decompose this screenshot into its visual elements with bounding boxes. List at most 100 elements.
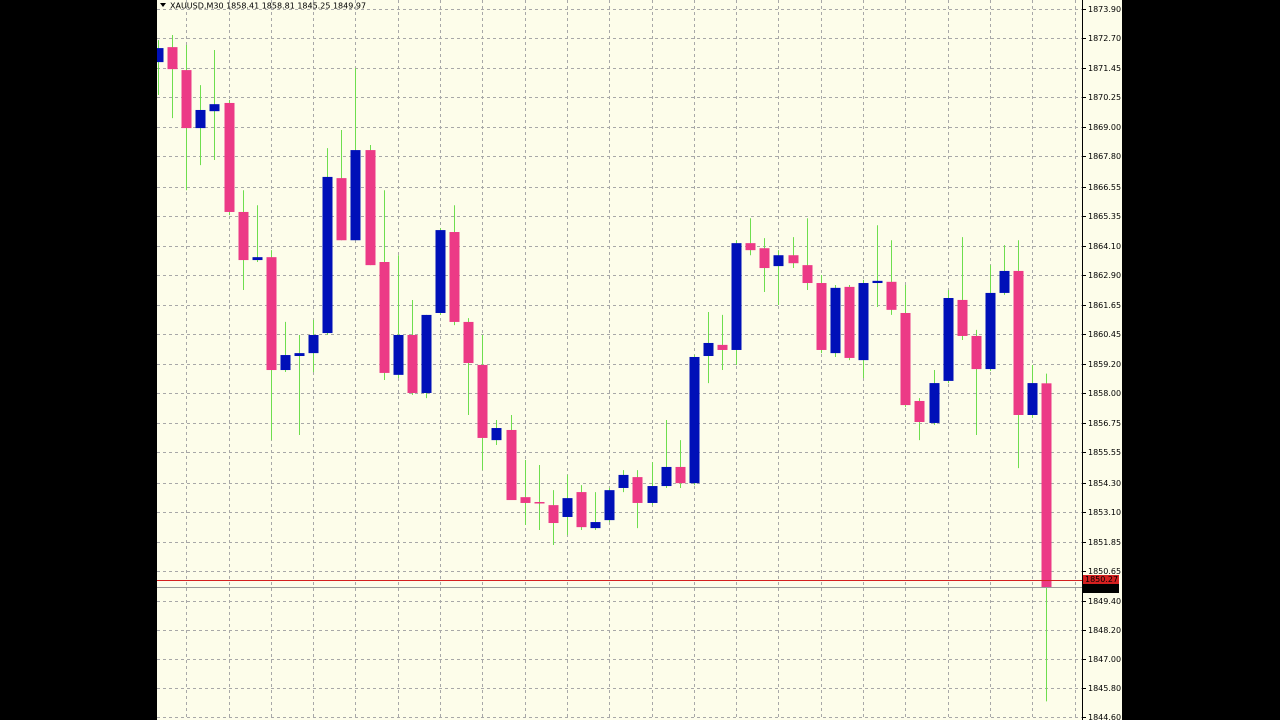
candle-body [689, 356, 700, 484]
candle-body [435, 230, 446, 313]
candle-body [350, 150, 361, 241]
candle-body [224, 102, 235, 212]
candle-body [393, 334, 404, 375]
candle-body [308, 334, 319, 354]
candle-body [590, 522, 601, 529]
candle-body [957, 299, 968, 336]
candle-body [238, 211, 249, 261]
candle-body [280, 355, 291, 371]
candle-body [322, 176, 333, 334]
candle-body [872, 280, 883, 284]
y-tick-label: 1853.10 [1088, 508, 1121, 517]
candle-body [477, 364, 488, 438]
price-label-box [1083, 575, 1119, 584]
y-tick-label: 1861.65 [1088, 301, 1121, 310]
candles [157, 35, 1082, 702]
candle-body [294, 353, 305, 357]
candle-body [830, 287, 841, 354]
candle-body [1013, 270, 1024, 415]
candle-body [1027, 383, 1038, 415]
candle-body [576, 492, 587, 528]
candle-body [252, 257, 263, 261]
candle-body [604, 490, 615, 521]
y-tick-label: 1870.25 [1088, 93, 1121, 102]
candle-body [703, 342, 714, 357]
grid [157, 0, 1082, 720]
y-tick-label: 1850.65 [1088, 567, 1121, 576]
candle-body [491, 428, 502, 441]
y-tick-label: 1848.20 [1088, 626, 1121, 635]
candle-body [900, 312, 911, 406]
y-tick-label: 1859.20 [1088, 360, 1121, 369]
candle-body [548, 505, 559, 524]
price-label-box [1083, 584, 1119, 593]
y-tick-label: 1873.90 [1088, 5, 1121, 14]
candle-body [167, 47, 178, 70]
plot-area [157, 0, 1122, 720]
y-tick-label: 1849.40 [1088, 597, 1121, 606]
candle-body [816, 283, 827, 350]
candle-body [506, 429, 517, 501]
candle-body [675, 466, 686, 484]
y-tick-label: 1872.70 [1088, 34, 1121, 43]
y-tick-label: 1866.55 [1088, 183, 1121, 192]
candle-body [914, 400, 925, 422]
price-label: 1849.97 [1085, 584, 1118, 593]
candle-body [773, 255, 784, 267]
candle-body [266, 257, 277, 371]
price-label: 1850.27 [1085, 575, 1118, 584]
y-tick-label: 1871.45 [1088, 64, 1121, 73]
candle-body [534, 501, 545, 504]
y-tick-label: 1860.45 [1088, 330, 1121, 339]
y-tick-label: 1845.80 [1088, 684, 1121, 693]
candle-body [788, 255, 799, 264]
y-tick-label: 1855.55 [1088, 448, 1121, 457]
candle-body [844, 286, 855, 358]
candle-body [759, 248, 770, 269]
candle-body [647, 486, 658, 503]
candle-body [717, 344, 728, 350]
candle-body [1041, 383, 1052, 588]
y-tick-label: 1864.10 [1088, 242, 1121, 251]
candle-body [999, 270, 1010, 293]
candle-body [421, 314, 432, 393]
candle-body [379, 261, 390, 373]
candle-body [858, 283, 869, 361]
candle-body [520, 497, 531, 503]
candle-body [336, 178, 347, 241]
candle-body [618, 474, 629, 488]
candle-body [943, 298, 954, 381]
y-tick-label: 1854.30 [1088, 479, 1121, 488]
candle-body [971, 335, 982, 370]
y-tick-label: 1862.90 [1088, 271, 1121, 280]
candle-body [157, 48, 164, 63]
y-tick-label: 1858.00 [1088, 389, 1121, 398]
y-tick-label: 1869.00 [1088, 123, 1121, 132]
candle-body [463, 321, 474, 364]
candle-body [365, 150, 376, 266]
candle-body [745, 243, 756, 251]
chart-title: XAUUSD,M30 1858.41 1858.81 1845.25 1849.… [170, 2, 366, 11]
y-tick-label: 1847.00 [1088, 655, 1121, 664]
candle-body [985, 292, 996, 370]
candle-body [886, 281, 897, 310]
y-tick-label: 1851.85 [1088, 538, 1121, 547]
candle-body [449, 232, 460, 322]
header-arrow [160, 3, 166, 7]
candle-body [731, 243, 742, 350]
candle-body [562, 498, 573, 517]
y-tick-label: 1867.80 [1088, 152, 1121, 161]
price-axis: 1873.90 1872.70 1871.45 1870.25 1869.00 1867.… [1082, 5, 1121, 720]
candle-body [802, 265, 813, 284]
candle-body [632, 477, 643, 503]
candle-body [407, 334, 418, 393]
candle-body [209, 104, 220, 112]
y-tick-label: 1856.75 [1088, 419, 1121, 428]
candle-body [181, 70, 192, 129]
y-tick-label: 1844.60 [1088, 713, 1121, 720]
candle-body [661, 466, 672, 487]
candle-body [929, 383, 940, 423]
y-tick-label: 1865.35 [1088, 212, 1121, 221]
